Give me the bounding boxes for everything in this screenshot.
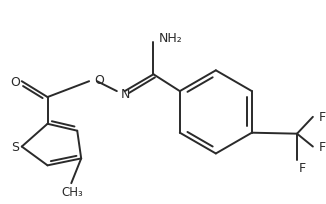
Text: F: F <box>319 140 326 153</box>
Text: S: S <box>11 140 19 153</box>
Text: N: N <box>121 87 130 100</box>
Text: O: O <box>94 73 104 86</box>
Text: NH₂: NH₂ <box>158 32 182 45</box>
Text: F: F <box>319 111 326 124</box>
Text: O: O <box>10 75 20 88</box>
Text: F: F <box>299 161 306 174</box>
Text: CH₃: CH₃ <box>61 185 83 198</box>
